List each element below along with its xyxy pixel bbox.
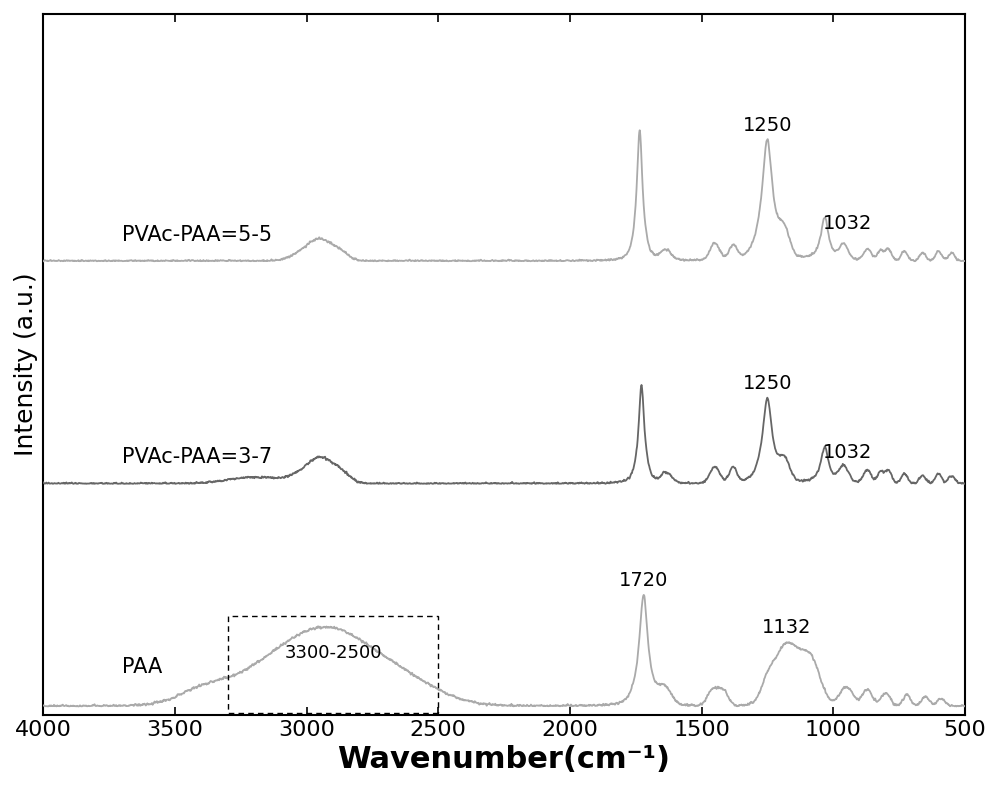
Text: 1250: 1250: [743, 116, 792, 135]
Text: 1132: 1132: [762, 619, 812, 637]
Text: PAA: PAA: [122, 656, 163, 677]
Text: 1032: 1032: [823, 443, 872, 462]
Bar: [228, 616, 438, 713]
X-axis label: Wavenumber(cm⁻¹): Wavenumber(cm⁻¹): [338, 745, 671, 774]
Text: PVAc-PAA=5-5: PVAc-PAA=5-5: [122, 225, 273, 245]
Text: PVAc-PAA=3-7: PVAc-PAA=3-7: [122, 448, 273, 467]
Text: 1032: 1032: [823, 214, 872, 233]
Text: 1720: 1720: [619, 571, 668, 590]
Text: 3300-2500: 3300-2500: [284, 644, 382, 662]
Y-axis label: Intensity (a.u.): Intensity (a.u.): [14, 273, 38, 456]
Text: 1250: 1250: [743, 374, 792, 392]
